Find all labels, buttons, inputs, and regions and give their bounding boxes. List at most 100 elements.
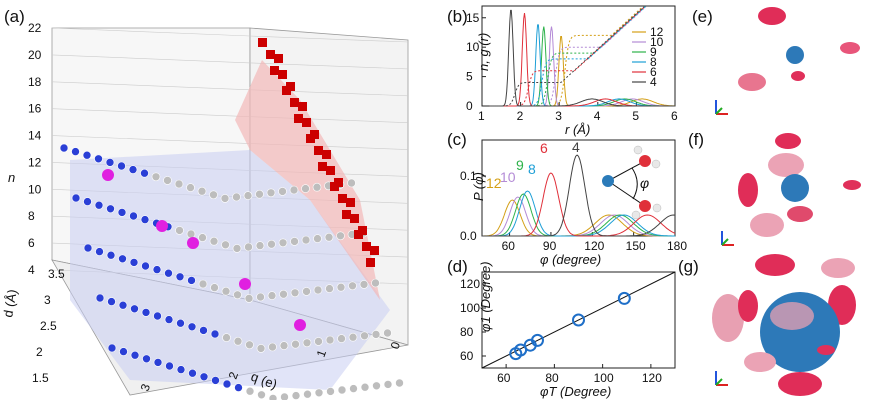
magenta-sphere	[239, 278, 251, 290]
gray-sphere	[302, 338, 312, 348]
red-cube	[290, 98, 299, 107]
y-tick-label: 0.1	[460, 169, 477, 183]
panel-a-ylabel: d (Å)	[0, 288, 20, 318]
panel-a-zlabel: n	[8, 170, 15, 185]
density-blob	[821, 258, 855, 278]
blue-sphere	[59, 143, 69, 153]
gridline	[51, 54, 251, 64]
blue-sphere	[130, 304, 139, 314]
z-tick-label: 16	[28, 102, 42, 116]
hydrogen-atom-icon	[651, 159, 661, 169]
data-point	[572, 313, 585, 327]
blue-sphere	[188, 368, 197, 378]
z-tick-label: 18	[28, 75, 42, 89]
panel-c-label: (c)	[447, 130, 467, 149]
blue-sphere	[176, 365, 186, 374]
blue-sphere	[176, 318, 185, 328]
density-blob	[768, 153, 804, 177]
gray-sphere	[197, 186, 207, 196]
gray-sphere	[313, 285, 323, 295]
coordination-line	[489, 5, 647, 107]
gray-sphere	[301, 235, 311, 245]
panel-d-label: (d)	[447, 257, 468, 276]
blue-sphere	[95, 247, 104, 256]
density-blob	[738, 290, 758, 322]
rdf-line	[489, 26, 675, 107]
series-label: 9	[516, 157, 524, 173]
panel-d-frame	[481, 271, 676, 369]
panel-a-surface-red	[235, 60, 380, 300]
density-blob	[778, 372, 822, 396]
hydrogen-atom-icon	[631, 210, 641, 220]
gray-sphere	[198, 233, 207, 242]
gray-sphere	[244, 294, 254, 303]
red-cube	[326, 166, 335, 175]
density-blob	[712, 294, 744, 342]
gray-sphere	[221, 286, 231, 296]
rdf-line	[489, 13, 675, 107]
x-tick-label: 100	[594, 371, 614, 385]
density-blob	[840, 42, 860, 54]
panel-g: (g)	[678, 254, 856, 396]
y-tick-label: 15	[466, 11, 480, 25]
gray-sphere	[313, 234, 322, 243]
red-cube	[346, 198, 355, 207]
red-cube	[338, 194, 347, 203]
legend-label: 8	[650, 55, 657, 69]
y-tick-label: 60	[460, 349, 474, 363]
gray-sphere	[302, 287, 311, 296]
legend-label: 12	[650, 25, 664, 39]
blue-sphere	[234, 383, 243, 392]
gray-sphere	[395, 378, 404, 388]
x-tick-label: 3	[555, 109, 562, 123]
blue-sphere	[164, 268, 173, 278]
red-cube	[270, 66, 279, 75]
red-cube	[314, 146, 323, 155]
coordination-line	[489, 6, 643, 107]
gray-sphere	[371, 278, 380, 288]
x-tick-label: 60	[502, 239, 516, 253]
panel-c-inset-molecule: φ	[602, 145, 662, 220]
density-blob	[817, 345, 835, 355]
blue-sphere	[128, 165, 138, 174]
gray-sphere	[245, 340, 254, 350]
gray-sphere	[290, 237, 299, 246]
panel-d: (d) 60 80 100 120 60 80 100 120 φ1 (Degree) φT …	[447, 257, 676, 399]
gray-sphere	[245, 386, 255, 396]
gray-sphere	[266, 188, 276, 198]
blue-sphere	[165, 361, 174, 371]
gray-sphere	[360, 382, 370, 392]
panel-a-surface	[70, 150, 390, 390]
angle-distribution-line	[482, 154, 676, 237]
density-blob	[787, 206, 813, 222]
red-cube	[322, 150, 331, 159]
gridline	[249, 35, 409, 43]
gray-sphere	[314, 388, 324, 398]
blue-sphere	[141, 261, 150, 271]
panel-f: (f)	[688, 130, 861, 246]
density-blob	[755, 254, 795, 276]
panel-d-ylabel: φ1 (Degree)	[478, 261, 493, 332]
density-blob	[775, 133, 801, 149]
blue-sphere	[153, 311, 162, 321]
density-blob	[758, 7, 786, 25]
magenta-sphere	[102, 169, 114, 181]
blue-sphere	[153, 358, 163, 367]
panel-e: (e)	[692, 7, 860, 115]
blue-sphere	[175, 272, 185, 282]
gray-sphere	[174, 179, 184, 189]
axes-triad-icon	[721, 231, 734, 246]
series-label: 6	[540, 140, 548, 156]
panel-d-xlabel: φT (Degree)	[540, 384, 611, 399]
blue-sphere	[187, 322, 197, 332]
red-cube	[282, 86, 291, 95]
blue-sphere	[130, 350, 140, 360]
gridline	[51, 81, 251, 91]
y-tick-label: 10	[466, 40, 480, 54]
y-tick-label: 80	[460, 325, 474, 339]
density-blob	[738, 173, 758, 207]
x-tick-label: 150	[626, 239, 646, 253]
